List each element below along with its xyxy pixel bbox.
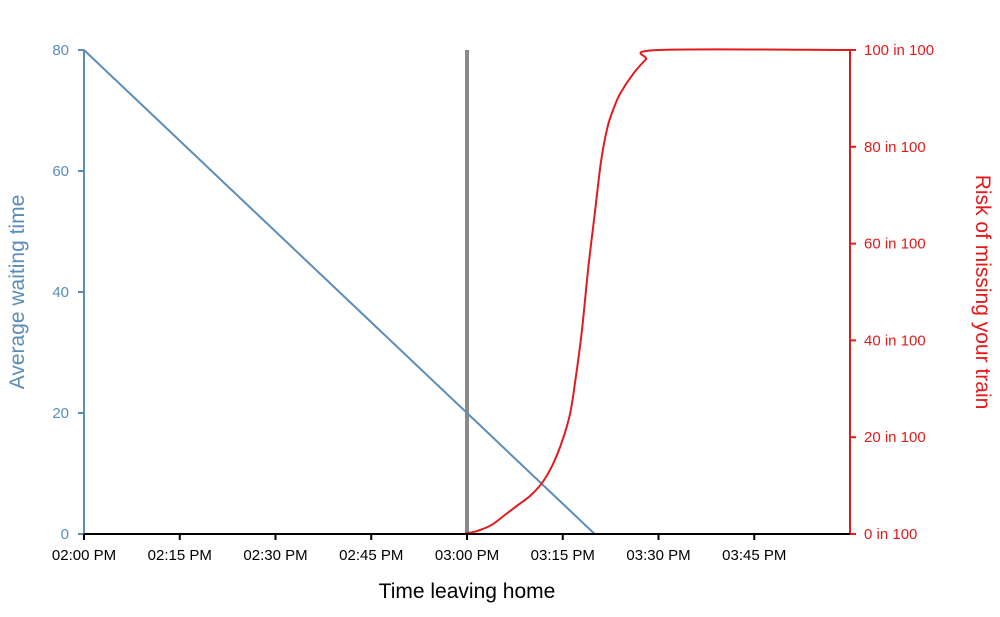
x-tick-label: 02:15 PM (148, 547, 212, 564)
y-left-tick-label: 60 (52, 163, 69, 180)
y-right-tick-label: 0 in 100 (864, 526, 917, 543)
y-left-tick-label: 80 (52, 42, 69, 59)
x-axis-title: Time leaving home (379, 580, 556, 603)
x-tick-label: 03:00 PM (435, 547, 499, 564)
y-right-tick-label: 20 in 100 (864, 429, 926, 446)
left-axis: 0 20 40 60 80 (52, 42, 85, 543)
y-left-tick-label: 0 (61, 526, 69, 543)
y-left-tick-label: 40 (52, 284, 69, 301)
y-left-axis-title: Average waiting time (6, 195, 29, 390)
y-left-tick-label: 20 (52, 405, 69, 422)
y-right-axis-title: Risk of missing your train (971, 175, 994, 410)
x-tick-label: 03:30 PM (626, 547, 690, 564)
y-right-tick-label: 100 in 100 (864, 42, 934, 59)
x-tick-label: 02:45 PM (339, 547, 403, 564)
y-right-tick-label: 60 in 100 (864, 236, 926, 253)
bottom-axis: 02:00 PM 02:15 PM 02:30 PM 02:45 PM 03:00 PM… (52, 533, 850, 564)
x-tick-label: 02:30 PM (243, 547, 307, 564)
right-axis: 0 in 100 20 in 100 40 in 100 60 in 100 80 in… (849, 42, 934, 543)
y-right-tick-label: 80 in 100 (864, 139, 926, 156)
x-tick-label: 03:45 PM (722, 547, 786, 564)
x-tick-label: 02:00 PM (52, 547, 116, 564)
x-tick-label: 03:15 PM (531, 547, 595, 564)
risk-line (83, 48, 851, 536)
y-right-tick-label: 40 in 100 (864, 332, 926, 349)
